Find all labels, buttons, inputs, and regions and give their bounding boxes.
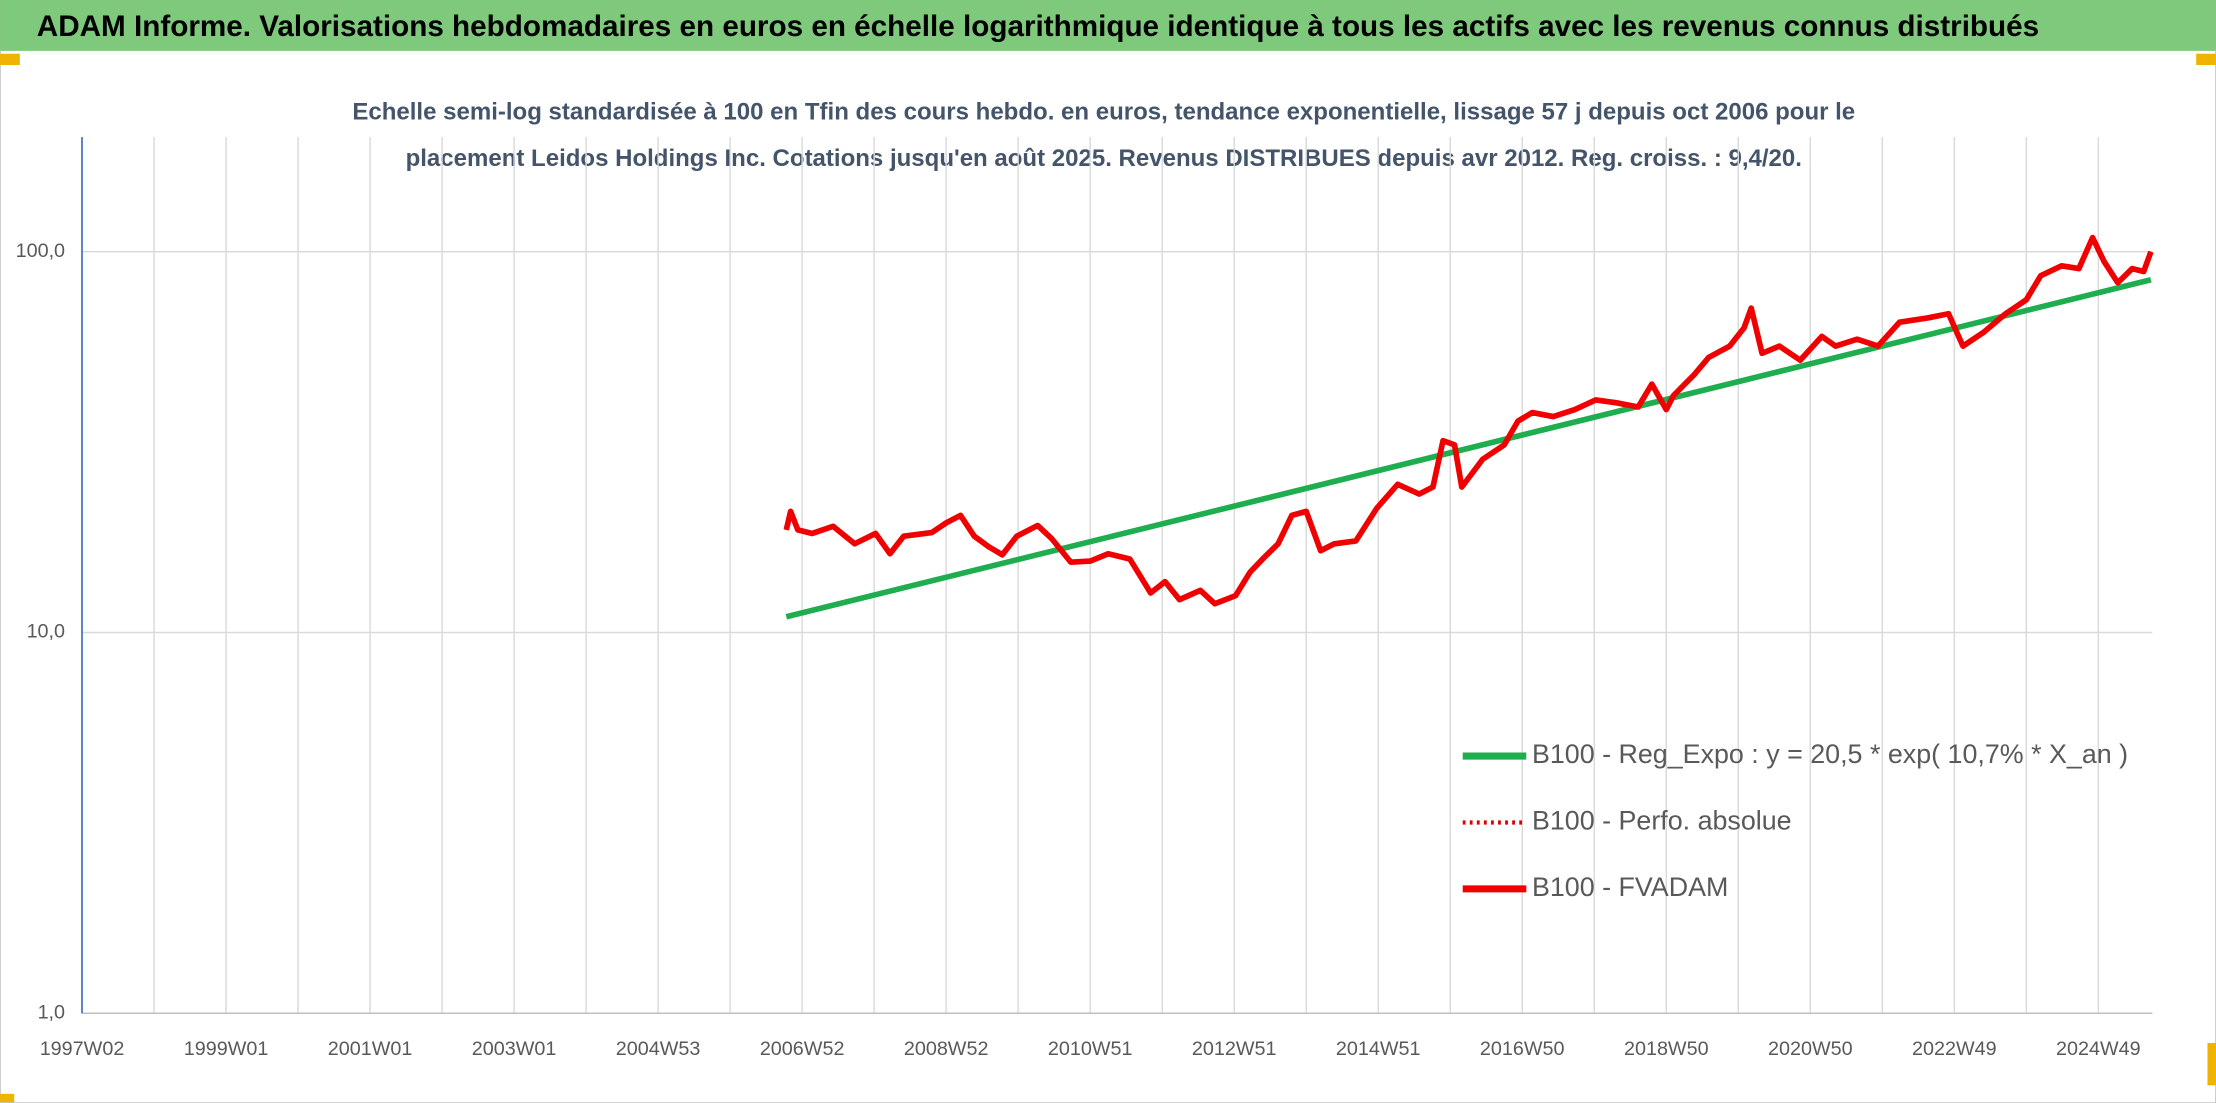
x-tick-label: 2006W52	[760, 1038, 845, 1060]
y-tick-label: 100,0	[16, 240, 65, 262]
corner-mark	[2207, 1042, 2216, 1086]
corner-mark	[0, 53, 20, 66]
x-tick-label: 1999W01	[184, 1038, 269, 1060]
series-line	[785, 277, 2152, 620]
y-tick-label: 1,0	[38, 1001, 65, 1023]
series-line	[783, 234, 2154, 607]
x-tick-label: 2018W50	[1624, 1038, 1709, 1060]
x-tick-label: 2003W01	[472, 1038, 557, 1060]
legend-label: B100 - Perfo. absolue	[1532, 806, 1792, 836]
legend-label: B100 - FVADAM	[1532, 872, 1728, 902]
chart-subtitle: placement Leidos Holdings Inc. Cotations…	[406, 145, 1802, 172]
x-tick-label: 2020W50	[1768, 1038, 1853, 1060]
x-tick-label: 2024W49	[2056, 1038, 2141, 1060]
x-tick-label: 1997W02	[40, 1038, 125, 1060]
x-tick-label: 2012W51	[1192, 1038, 1277, 1060]
x-tick-label: 2004W53	[616, 1038, 701, 1060]
y-tick-label: 10,0	[27, 621, 65, 643]
title-bar	[0, 0, 2216, 51]
chart-title: ADAM Informe. Valorisations hebdomadaire…	[37, 10, 2039, 43]
legend-label: B100 - Reg_Expo : y = 20,5 * exp( 10,7% …	[1532, 739, 2128, 769]
x-tick-label: 2008W52	[904, 1038, 989, 1060]
x-tick-label: 2014W51	[1336, 1038, 1421, 1060]
x-tick-label: 2016W50	[1480, 1038, 1565, 1060]
x-tick-label: 2010W51	[1048, 1038, 1133, 1060]
x-tick-label: 2001W01	[328, 1038, 413, 1060]
corner-mark	[2196, 53, 2216, 66]
x-tick-label: 2022W49	[1912, 1038, 1997, 1060]
chart-subtitle: Echelle semi-log standardisée à 100 en T…	[352, 98, 1855, 125]
corner-mark	[0, 1093, 15, 1103]
